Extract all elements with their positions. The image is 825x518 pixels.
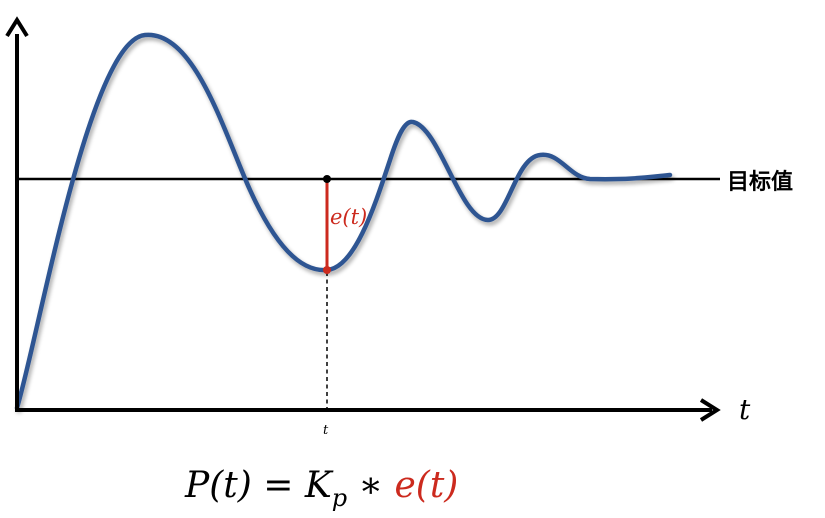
x-axis-arrow [699,398,721,422]
target-point [323,175,331,183]
formula-gain-subscript: p [332,484,347,512]
error-label: e(t) [330,205,367,229]
target-label: 目标值 [727,169,793,195]
x-axis-label: t [739,393,751,426]
formula-operator: ∗ [347,465,394,506]
formula-error: e(t) [394,465,458,506]
tick-label-t: t [323,423,329,438]
response-curve [14,32,673,411]
curve-point [323,266,331,274]
formula-lhs: P(t) [184,465,252,506]
formula-equals: = [252,465,305,506]
formula: P(t) = Kp ∗ e(t) [184,465,458,512]
formula-gain: K [304,465,334,506]
y-axis-arrow [5,16,29,38]
